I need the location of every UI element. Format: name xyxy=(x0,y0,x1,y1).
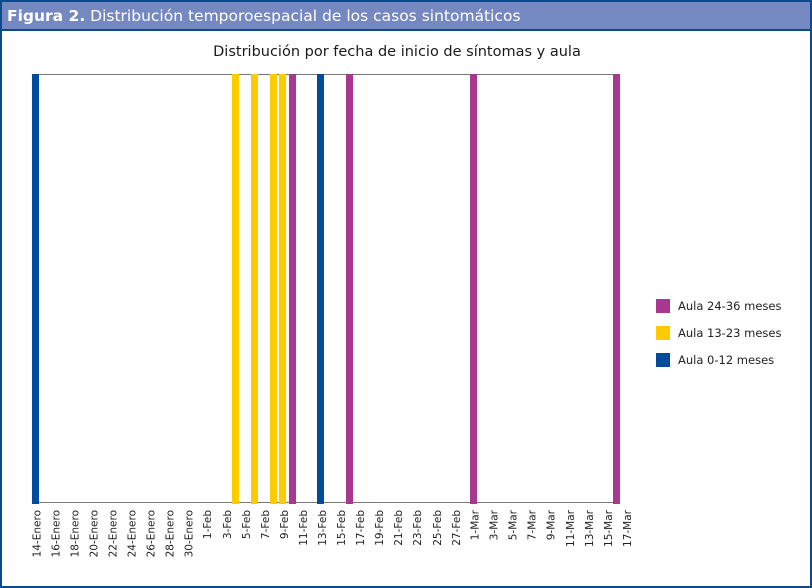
bar-14-enero xyxy=(31,74,39,504)
chart-title: Distribución por fecha de inicio de sínt… xyxy=(213,44,581,60)
x-tick-text: 23-Feb xyxy=(412,510,425,546)
x-tick-text: 22-Enero xyxy=(107,510,120,558)
x-tick-text: 11-Feb xyxy=(297,510,310,546)
legend-swatch xyxy=(656,352,670,367)
x-tick-text: 25-Feb xyxy=(431,510,444,546)
bar-16-feb xyxy=(345,74,353,504)
x-tick-text: 9-Feb xyxy=(278,510,291,540)
x-tick-text: 17-Mar xyxy=(621,510,634,547)
figure-title: Distribución temporoespacial de los caso… xyxy=(90,7,521,25)
x-tick-text: 28-Enero xyxy=(164,510,177,558)
bar-10-feb xyxy=(288,74,296,504)
x-tick-text: 13-Feb xyxy=(316,510,329,546)
x-tick-text: 1-Mar xyxy=(469,510,482,541)
legend: Aula 24-36 meses Aula 13-23 meses Aula 0-1… xyxy=(656,292,781,373)
x-tick-text: 7-Mar xyxy=(526,510,539,541)
x-tick-text: 18-Enero xyxy=(69,510,82,558)
x-tick-text: 7-Feb xyxy=(259,510,272,540)
bar-16-mar xyxy=(612,74,620,504)
x-tick-text: 5-Mar xyxy=(507,510,520,541)
bar-13-feb xyxy=(317,74,325,504)
x-tick-text: 15-Mar xyxy=(602,510,615,547)
x-tick-text: 19-Feb xyxy=(374,510,387,546)
legend-item: Aula 13-23 meses xyxy=(656,319,781,346)
plot-top-border xyxy=(32,74,620,75)
figure-header: Figura 2. Distribución temporoespacial d… xyxy=(2,2,810,31)
x-tick-text: 30-Enero xyxy=(183,510,196,558)
figure-label: Figura 2. xyxy=(7,7,86,25)
x-tick-text: 24-Enero xyxy=(126,510,139,558)
x-tick-text: 9-Mar xyxy=(545,510,558,541)
x-tick-text: 27-Feb xyxy=(450,510,463,546)
x-tick-text: 16-Enero xyxy=(50,510,63,558)
x-tick-text: 13-Mar xyxy=(583,510,596,547)
x-tick-text: 11-Mar xyxy=(564,510,577,547)
bar-8-feb xyxy=(269,74,277,504)
legend-label: Aula 24-36 meses xyxy=(678,298,782,313)
bar-1-mar xyxy=(469,74,477,504)
legend-item: Aula 24-36 meses xyxy=(656,292,781,319)
legend-label: Aula 0-12 meses xyxy=(678,352,775,367)
x-tick-text: 3-Feb xyxy=(221,510,234,540)
legend-swatch xyxy=(656,298,670,313)
bar-4-feb xyxy=(231,74,239,504)
x-tick-text: 1-Feb xyxy=(202,510,215,540)
bar-9-feb xyxy=(279,74,287,504)
x-tick-text: 3-Mar xyxy=(488,510,501,541)
x-axis-line xyxy=(32,502,620,503)
x-tick-text: 17-Feb xyxy=(355,510,368,546)
x-tick-text: 5-Feb xyxy=(240,510,253,540)
x-tick-text: 21-Feb xyxy=(393,510,406,546)
x-tick-text: 14-Enero xyxy=(31,510,43,558)
x-tick-text: 20-Enero xyxy=(88,510,101,558)
x-tick-text: 26-Enero xyxy=(145,510,158,558)
plot-area xyxy=(31,74,620,504)
legend-label: Aula 13-23 meses xyxy=(678,325,782,340)
bar-6-feb xyxy=(250,74,258,504)
legend-swatch xyxy=(656,325,670,340)
legend-item: Aula 0-12 meses xyxy=(656,346,781,373)
x-tick-text: 15-Feb xyxy=(335,510,348,546)
